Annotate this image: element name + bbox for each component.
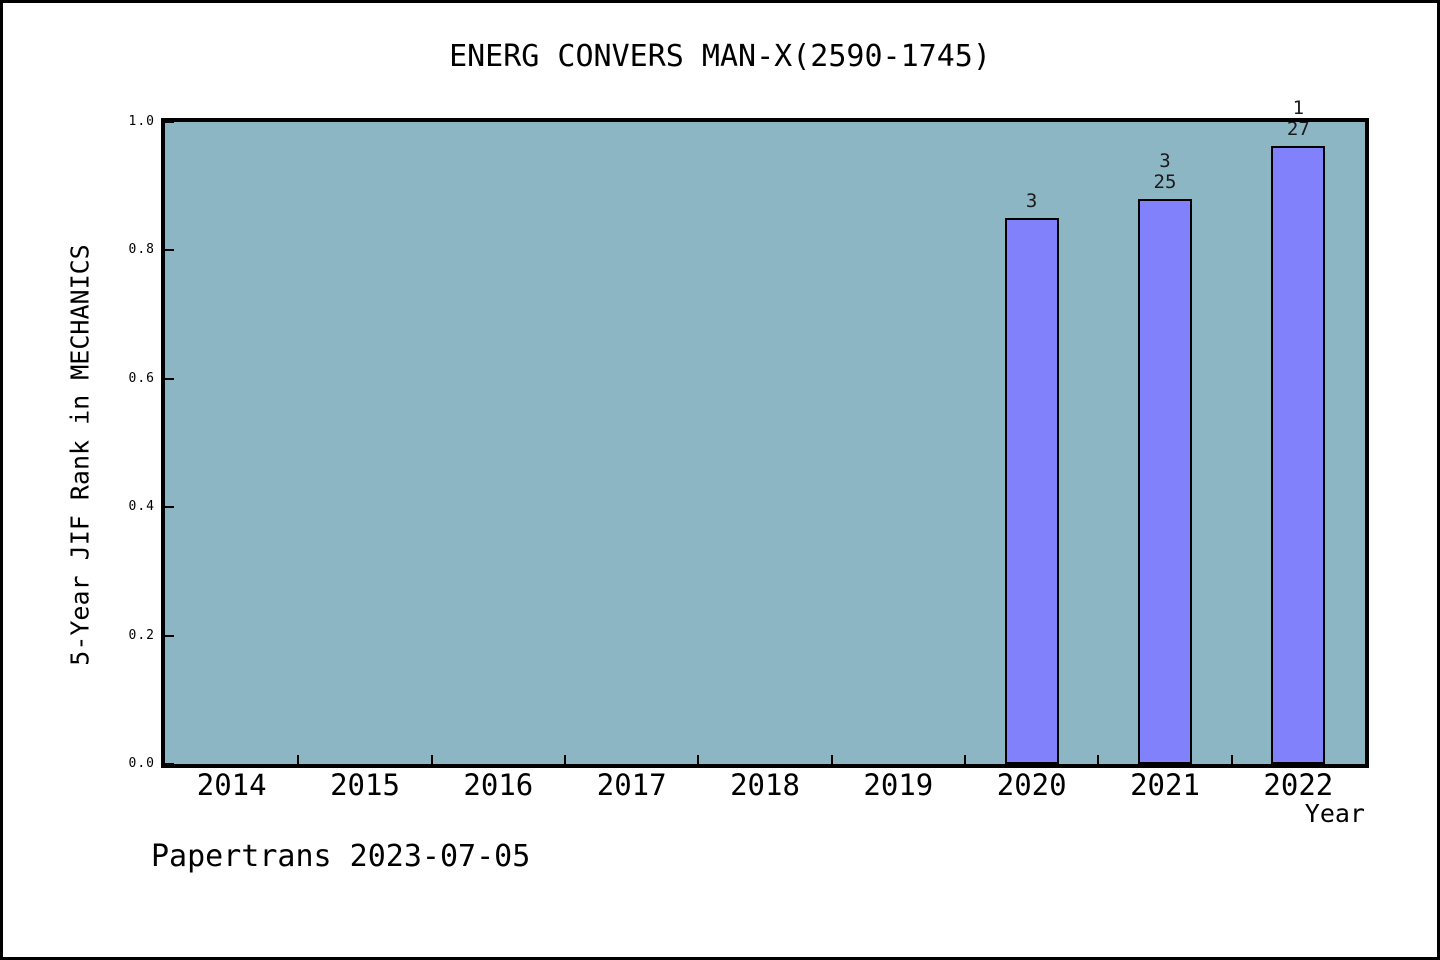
x-tick-mark-2019-5	[964, 755, 966, 764]
bar-2020	[1004, 218, 1059, 764]
x-tick-mark-2014-5	[297, 755, 300, 764]
y-tick-label-0.6: 0.6	[128, 370, 155, 386]
bar-annotation-2021: 3 25	[1153, 150, 1177, 194]
x-tick-label-2016: 2016	[463, 768, 534, 802]
y-tick-mark-0.2	[165, 634, 174, 637]
y-tick-label-0.4: 0.4	[128, 499, 155, 515]
x-tick-mark-2015-5	[430, 755, 433, 764]
bar-annotation-2022: 1 27	[1286, 96, 1310, 140]
y-tick-mark-1.0	[165, 121, 174, 123]
y-tick-mark-0.4	[165, 506, 174, 509]
bar-2022	[1271, 145, 1326, 764]
x-tick-label-2014: 2014	[196, 768, 267, 802]
y-tick-mark-0.8	[165, 249, 174, 252]
x-tick-label-2019: 2019	[863, 768, 934, 802]
x-tick-mark-2020-5	[1097, 755, 1100, 764]
footer-text: Papertrans 2023-07-05	[151, 839, 531, 874]
x-tick-label-2015: 2015	[330, 768, 400, 802]
y-tick-label-0.0: 0.0	[128, 756, 155, 771]
x-tick-label-2020: 2020	[996, 768, 1067, 802]
x-tick-mark-2018-5	[830, 755, 833, 764]
chart-title: ENERG CONVERS MAN-X(2590-1745)	[449, 39, 991, 74]
x-tick-label-2022: 2022	[1263, 768, 1334, 802]
bar-2021	[1138, 199, 1192, 764]
x-tick-label-2021: 2021	[1130, 768, 1200, 802]
x-tick-mark-2016-5	[564, 755, 566, 764]
y-tick-label-0.8: 0.8	[128, 242, 155, 258]
y-axis-label: 5-Year JIF Rank in MECHANICS	[65, 244, 95, 666]
y-tick-label-0.2: 0.2	[128, 627, 155, 643]
x-axis-label: Year	[1304, 799, 1365, 828]
x-tick-label-2018: 2018	[730, 768, 800, 802]
bar-annotation-2020: 3	[1025, 190, 1038, 213]
y-tick-label-1.0: 1.0	[128, 114, 155, 129]
x-tick-mark-2021-5	[1230, 755, 1233, 764]
x-tick-mark-2017-5	[697, 755, 700, 764]
y-tick-mark-0.6	[165, 377, 174, 380]
x-tick-label-2017: 2017	[596, 768, 667, 802]
y-tick-mark-0.0	[165, 763, 174, 765]
